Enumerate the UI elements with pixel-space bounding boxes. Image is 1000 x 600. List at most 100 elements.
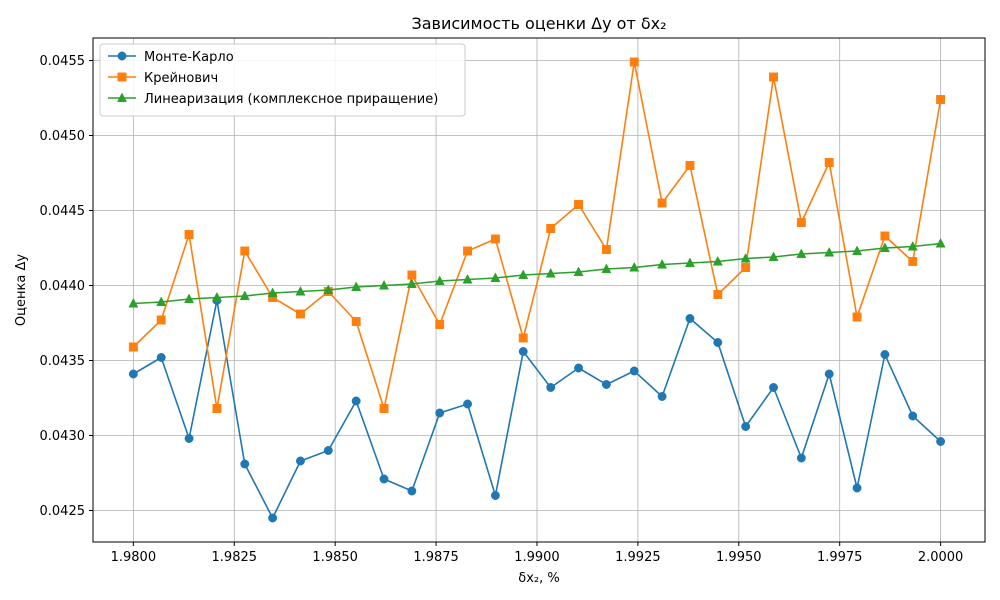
data-point bbox=[908, 411, 918, 421]
data-point bbox=[796, 453, 806, 463]
plot-frame bbox=[92, 37, 986, 543]
series-line bbox=[133, 242, 941, 305]
data-point bbox=[879, 242, 890, 253]
data-point bbox=[546, 383, 556, 392]
data-point bbox=[908, 257, 918, 266]
series-monte-carlo bbox=[128, 296, 946, 523]
data-point bbox=[379, 404, 389, 413]
data-point bbox=[128, 297, 139, 308]
data-point bbox=[463, 246, 473, 256]
data-point bbox=[518, 333, 528, 343]
x-tick-label: 1.9850 bbox=[312, 550, 358, 565]
data-point bbox=[769, 72, 778, 82]
data-point bbox=[712, 255, 723, 266]
data-point bbox=[685, 161, 695, 170]
data-point bbox=[156, 353, 166, 362]
data-point bbox=[629, 261, 640, 272]
data-point bbox=[713, 338, 723, 347]
x-tick-label: 1.9975 bbox=[817, 550, 863, 565]
series-layer bbox=[128, 57, 946, 523]
data-point bbox=[323, 446, 333, 455]
data-point bbox=[490, 491, 500, 500]
data-point bbox=[463, 399, 473, 409]
data-point bbox=[156, 296, 167, 307]
legend-label-monte-carlo: Монте-Карло bbox=[144, 50, 234, 65]
data-point bbox=[212, 404, 222, 413]
data-point bbox=[824, 246, 835, 257]
data-point bbox=[268, 513, 278, 523]
data-point bbox=[407, 270, 417, 280]
data-point bbox=[546, 224, 556, 233]
data-point bbox=[629, 57, 639, 67]
data-point bbox=[267, 287, 278, 298]
x-tick-label: 2.0000 bbox=[918, 550, 964, 565]
data-point bbox=[657, 198, 667, 208]
x-tick-label: 1.9875 bbox=[413, 550, 459, 565]
data-point bbox=[184, 230, 194, 239]
y-axis-label: Оценка Δy bbox=[14, 254, 29, 326]
x-tick-label: 1.9800 bbox=[111, 550, 157, 565]
chart-title: Зависимость оценки Δy от δx₂ bbox=[411, 14, 666, 33]
legend-marker bbox=[117, 72, 127, 82]
data-point bbox=[935, 237, 946, 248]
data-point bbox=[796, 218, 806, 227]
data-point bbox=[741, 422, 751, 431]
data-point bbox=[296, 309, 305, 319]
data-point bbox=[824, 369, 834, 379]
data-point bbox=[768, 251, 779, 262]
data-point bbox=[601, 263, 612, 274]
x-tick-label: 1.9900 bbox=[514, 550, 560, 565]
data-point bbox=[406, 278, 417, 289]
x-tick-label: 1.9950 bbox=[716, 550, 762, 565]
y-tick-label: 0.0450 bbox=[40, 129, 86, 144]
data-point bbox=[211, 291, 222, 302]
legend: Монте-Карло Крейнович Линеаризация (комп… bbox=[99, 43, 466, 117]
data-point bbox=[657, 258, 668, 269]
data-point bbox=[852, 483, 862, 493]
data-point bbox=[713, 290, 723, 299]
data-point bbox=[601, 380, 611, 389]
data-point bbox=[128, 342, 138, 352]
ticks: 1.9800 1.9825 1.9850 1.9875 1.9900 1.9925 1.99… bbox=[40, 54, 964, 565]
data-point bbox=[323, 284, 334, 295]
data-point bbox=[518, 269, 529, 280]
data-point bbox=[880, 231, 890, 241]
legend-marker bbox=[116, 92, 128, 103]
data-point bbox=[378, 279, 390, 290]
data-point bbox=[351, 396, 361, 406]
data-point bbox=[184, 434, 194, 443]
data-point bbox=[936, 437, 946, 446]
data-point bbox=[379, 474, 389, 484]
data-point bbox=[685, 314, 695, 323]
series-line bbox=[132, 61, 942, 410]
grid bbox=[93, 38, 985, 542]
data-point bbox=[240, 246, 250, 256]
data-point bbox=[573, 266, 584, 277]
data-point bbox=[435, 320, 445, 329]
data-point bbox=[296, 456, 305, 466]
data-point bbox=[880, 350, 890, 359]
x-tick-label: 1.9825 bbox=[212, 550, 258, 565]
data-point bbox=[824, 158, 834, 167]
x-axis-label: δx₂, % bbox=[518, 571, 559, 586]
data-point bbox=[518, 347, 528, 356]
legend-marker bbox=[117, 51, 127, 61]
data-point bbox=[852, 312, 862, 322]
data-point bbox=[796, 248, 807, 259]
y-tick-label: 0.0455 bbox=[40, 54, 86, 69]
legend-label-kreinovich: Крейнович bbox=[144, 71, 218, 86]
data-point bbox=[574, 363, 584, 373]
data-point bbox=[184, 293, 195, 304]
data-point bbox=[351, 281, 362, 292]
series-linearization bbox=[128, 237, 946, 308]
data-point bbox=[407, 486, 417, 496]
series-kreinovich bbox=[128, 57, 946, 413]
data-point bbox=[490, 272, 501, 283]
y-tick-label: 0.0445 bbox=[40, 204, 86, 219]
data-point bbox=[156, 315, 166, 325]
data-point bbox=[741, 263, 751, 272]
x-tick-label: 1.9925 bbox=[615, 550, 661, 565]
data-point bbox=[740, 252, 751, 263]
data-point bbox=[852, 245, 863, 256]
y-tick-label: 0.0425 bbox=[40, 504, 86, 519]
